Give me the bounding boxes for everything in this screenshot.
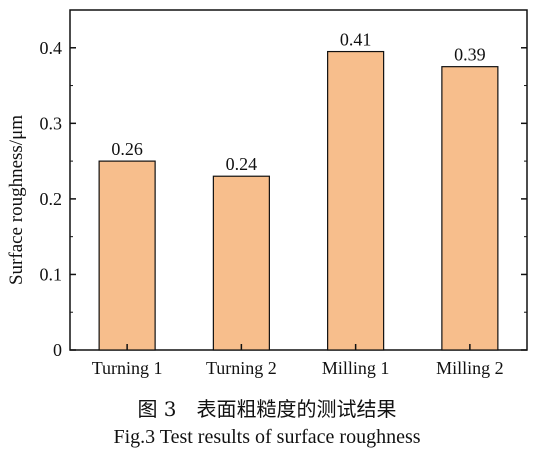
data-label: 0.24 — [226, 154, 258, 174]
y-axis-label: Surface roughness/μm — [6, 115, 27, 285]
plot-frame — [69, 9, 528, 351]
plot-area: 0 0.1 0.2 0.3 0.4 0.26 Turning 1 0.24 Turning 2 0… — [40, 9, 528, 378]
x-tick-label: Milling 2 — [436, 358, 504, 378]
figure-caption-english: Fig.3 Test results of surface roughness — [113, 426, 421, 448]
y-tick-label: 0.4 — [40, 38, 63, 58]
y-tick-label: 0.3 — [40, 113, 63, 133]
y-tick-label: 0 — [53, 340, 62, 360]
x-tick-label: Turning 1 — [92, 358, 163, 378]
bar-turning-1 — [98, 160, 156, 351]
data-label: 0.39 — [454, 45, 486, 65]
data-label: 0.41 — [340, 30, 372, 50]
x-tick-label: Milling 1 — [322, 358, 390, 378]
figure-caption-chinese: 图 3 表面粗糙度的测试结果 — [137, 397, 397, 421]
y-tick-label: 0.1 — [40, 264, 63, 284]
x-tick-label: Turning 2 — [206, 358, 277, 378]
bar-milling-2 — [441, 66, 499, 351]
data-label: 0.26 — [111, 139, 143, 159]
bar-milling-1 — [327, 50, 385, 351]
bar-chart: 0 0.1 0.2 0.3 0.4 0.26 Turning 1 0.24 Turning 2 0… — [6, 9, 528, 378]
bar-turning-2 — [212, 175, 270, 351]
y-tick-label: 0.2 — [40, 189, 63, 209]
